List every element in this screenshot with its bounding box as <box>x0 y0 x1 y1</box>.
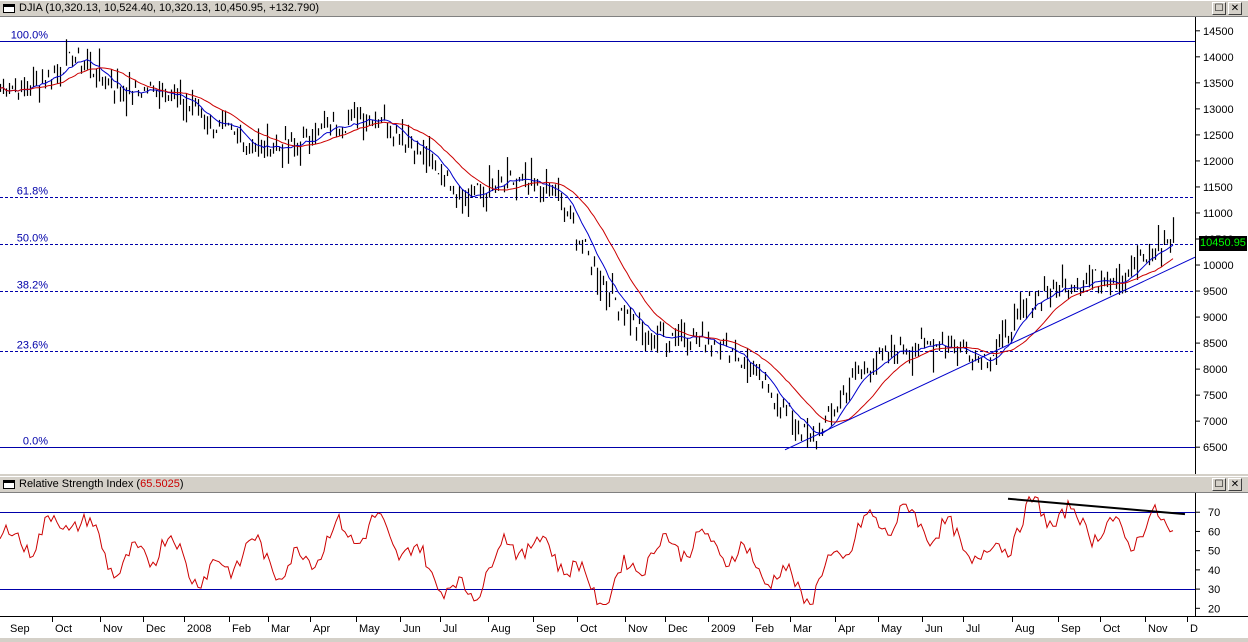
price-tick-label: 9500 <box>1203 286 1227 298</box>
price-tick-label: 14000 <box>1203 52 1234 64</box>
fib-label: 50.0% <box>17 233 48 245</box>
last-price-tag: 10450.95 <box>1199 236 1247 251</box>
price-tick-label: 7000 <box>1203 416 1227 428</box>
close-button[interactable]: ✕ <box>1228 478 1242 491</box>
restore-button[interactable]: ☐ <box>1212 2 1226 15</box>
rsi-title-text: Relative Strength Index ( <box>19 478 141 490</box>
x-tick-label: Feb <box>755 623 774 635</box>
x-tick-label: Nov <box>103 623 123 635</box>
x-tick-label: Jul <box>443 623 457 635</box>
rsi-title-value: 65.5025 <box>140 478 180 490</box>
x-tick-label: 2008 <box>187 623 211 635</box>
x-tick-label: Aug <box>491 623 511 635</box>
x-tick-label: May <box>359 623 380 635</box>
price-tick-label: 12500 <box>1203 130 1234 142</box>
price-tick-label: 13000 <box>1203 104 1234 116</box>
price-tick-label: 7500 <box>1203 390 1227 402</box>
ma-short-line <box>0 59 1174 435</box>
x-tick-label: Oct <box>1103 623 1120 635</box>
rsi-panel-header: Relative Strength Index (65.5025) ☐ ✕ <box>0 476 1248 493</box>
rsi-tick-label: 60 <box>1208 526 1220 538</box>
price-tick-label: 10000 <box>1203 260 1234 272</box>
x-tick-label: Dec <box>146 623 166 635</box>
x-tick-label: Nov <box>1148 623 1168 635</box>
rsi-divergence-line <box>1007 497 1186 516</box>
fib-label: 61.8% <box>17 186 48 198</box>
uptrend-line <box>784 256 1196 451</box>
fib-label: 23.6% <box>17 340 48 352</box>
x-tick-label: Sep <box>536 623 556 635</box>
rsi-axis: 70 60 50 40 30 20 <box>1195 493 1248 616</box>
x-tick-label: Mar <box>271 623 290 635</box>
rsi-line <box>0 495 1174 606</box>
x-tick-label: Sep <box>10 623 30 635</box>
rsi-panel-title: Relative Strength Index (65.5025) <box>19 478 184 490</box>
price-tick-label: 12000 <box>1203 156 1234 168</box>
x-tick-label: Nov <box>628 623 648 635</box>
price-tick-label: 8000 <box>1203 364 1227 376</box>
panel-menu-icon[interactable] <box>3 480 15 489</box>
price-bars <box>0 39 1175 450</box>
x-tick-label: Mar <box>793 623 812 635</box>
rsi-tick-label: 50 <box>1208 546 1220 558</box>
price-tick-label: 9000 <box>1203 312 1227 324</box>
rsi-tick-label: 30 <box>1208 584 1220 596</box>
restore-button[interactable]: ☐ <box>1212 478 1226 491</box>
rsi-tick-label: 20 <box>1208 603 1220 615</box>
rsi-tick-label: 70 <box>1208 507 1220 519</box>
x-tick-label: May <box>881 623 902 635</box>
price-tick-label: 11000 <box>1203 208 1233 220</box>
price-chart: 100.0% 61.8% 50.0% 38.2% 23.6% 0.0% <box>0 30 1196 451</box>
ma-long-line <box>0 67 1174 423</box>
x-tick-label: Oct <box>580 623 597 635</box>
price-tick-label: 14500 <box>1203 26 1234 38</box>
price-plot-area[interactable]: 100.0% 61.8% 50.0% 38.2% 23.6% 0.0% <box>0 17 1196 474</box>
rsi-plot-area[interactable] <box>0 493 1195 616</box>
price-tick-label: 8500 <box>1203 338 1227 350</box>
x-tick-label: D <box>1190 623 1198 635</box>
x-tick-label: Jun <box>925 623 943 635</box>
price-tick-label: 6500 <box>1203 442 1227 454</box>
rsi-chart <box>0 495 1195 606</box>
x-tick-label: Jul <box>966 623 980 635</box>
x-tick-label: Sep <box>1061 623 1081 635</box>
x-tick-label: Oct <box>55 623 72 635</box>
x-tick-label: Apr <box>313 623 330 635</box>
x-tick-label: Jun <box>403 623 421 635</box>
price-tick-label: 11500 <box>1203 182 1233 194</box>
close-button[interactable]: ✕ <box>1228 2 1242 15</box>
rsi-title-suffix: ) <box>179 478 184 490</box>
price-panel-header: DJIA (10,320.13, 10,524.40, 10,320.13, 1… <box>0 0 1248 17</box>
x-tick-label: Dec <box>668 623 688 635</box>
fib-label: 0.0% <box>23 436 48 448</box>
time-axis: Sep Oct Nov Dec 2008 Feb Mar Apr May Jun Jul Aug Sep… <box>0 616 1248 638</box>
fib-label: 100.0% <box>11 30 49 42</box>
x-tick-label: Apr <box>838 623 855 635</box>
x-tick-label: 2009 <box>711 623 735 635</box>
rsi-tick-label: 40 <box>1208 565 1220 577</box>
x-tick-label: Feb <box>232 623 251 635</box>
fib-label: 38.2% <box>17 280 48 292</box>
price-tick-label: 13500 <box>1203 78 1234 90</box>
x-tick-label: Aug <box>1015 623 1035 635</box>
panel-menu-icon[interactable] <box>3 4 15 13</box>
price-panel-title: DJIA (10,320.13, 10,524.40, 10,320.13, 1… <box>19 2 319 14</box>
